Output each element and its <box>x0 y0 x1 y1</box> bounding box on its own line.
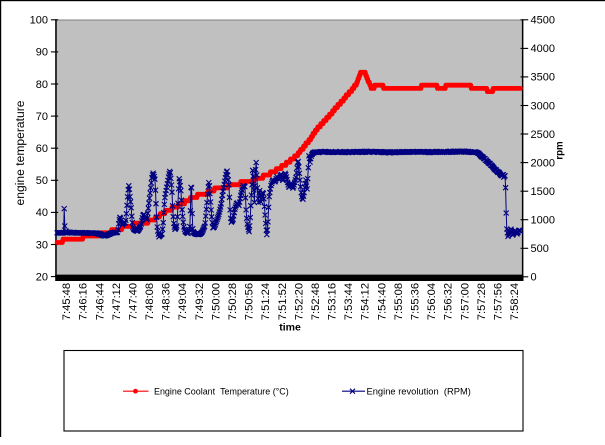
svg-text:50: 50 <box>36 175 48 187</box>
svg-text:0: 0 <box>531 272 537 284</box>
svg-text:7:49:04: 7:49:04 <box>177 283 189 320</box>
svg-text:3000: 3000 <box>531 100 555 112</box>
svg-text:70: 70 <box>36 111 48 123</box>
svg-text:7:46:44: 7:46:44 <box>94 283 106 320</box>
svg-text:7:51:52: 7:51:52 <box>277 283 289 320</box>
svg-text:7:56:32: 7:56:32 <box>443 283 455 320</box>
svg-text:7:49:32: 7:49:32 <box>194 283 206 320</box>
svg-text:4000: 4000 <box>531 43 555 55</box>
svg-text:7:55:08: 7:55:08 <box>393 283 405 320</box>
svg-text:engine temperature: engine temperature <box>13 100 27 205</box>
svg-text:7:57:28: 7:57:28 <box>476 283 488 320</box>
svg-text:7:50:28: 7:50:28 <box>227 283 239 320</box>
svg-text:7:46:16: 7:46:16 <box>78 283 90 320</box>
svg-text:40: 40 <box>36 207 48 219</box>
svg-text:7:53:16: 7:53:16 <box>327 283 339 320</box>
svg-text:4500: 4500 <box>531 15 555 27</box>
svg-text:7:55:36: 7:55:36 <box>410 283 422 320</box>
svg-text:7:51:24: 7:51:24 <box>260 283 272 320</box>
svg-text:1500: 1500 <box>531 186 555 198</box>
svg-text:7:56:04: 7:56:04 <box>426 283 438 320</box>
svg-text:60: 60 <box>36 143 48 155</box>
svg-text:7:45:48: 7:45:48 <box>61 283 73 320</box>
svg-text:Engine revolution (RPM): Engine revolution (RPM) <box>367 386 471 396</box>
svg-text:7:52:20: 7:52:20 <box>293 283 305 320</box>
svg-text:7:54:12: 7:54:12 <box>360 283 372 320</box>
svg-text:30: 30 <box>36 239 48 251</box>
svg-text:90: 90 <box>36 47 48 59</box>
svg-text:500: 500 <box>531 243 549 255</box>
svg-text:7:53:44: 7:53:44 <box>343 283 355 320</box>
svg-text:3500: 3500 <box>531 72 555 84</box>
svg-text:Engine Coolant Temperature (°: Engine Coolant Temperature (°C) <box>154 386 289 396</box>
svg-text:7:48:08: 7:48:08 <box>144 283 156 320</box>
svg-text:20: 20 <box>36 271 48 283</box>
svg-text:7:47:40: 7:47:40 <box>128 283 140 320</box>
svg-text:7:50:00: 7:50:00 <box>210 283 222 320</box>
svg-text:100: 100 <box>30 15 48 27</box>
svg-text:2000: 2000 <box>531 157 555 169</box>
svg-text:7:57:56: 7:57:56 <box>492 283 504 320</box>
svg-text:time: time <box>279 322 301 334</box>
svg-text:7:48:36: 7:48:36 <box>161 283 173 320</box>
svg-text:80: 80 <box>36 79 48 91</box>
svg-text:7:50:56: 7:50:56 <box>244 283 256 320</box>
svg-text:rpm: rpm <box>555 141 566 160</box>
svg-text:1000: 1000 <box>531 215 555 227</box>
svg-text:2500: 2500 <box>531 129 555 141</box>
svg-text:7:58:24: 7:58:24 <box>509 283 521 320</box>
svg-text:7:57:00: 7:57:00 <box>459 283 471 320</box>
svg-text:7:52:48: 7:52:48 <box>310 283 322 320</box>
svg-text:7:47:12: 7:47:12 <box>111 283 123 320</box>
svg-text:7:54:40: 7:54:40 <box>376 283 388 320</box>
